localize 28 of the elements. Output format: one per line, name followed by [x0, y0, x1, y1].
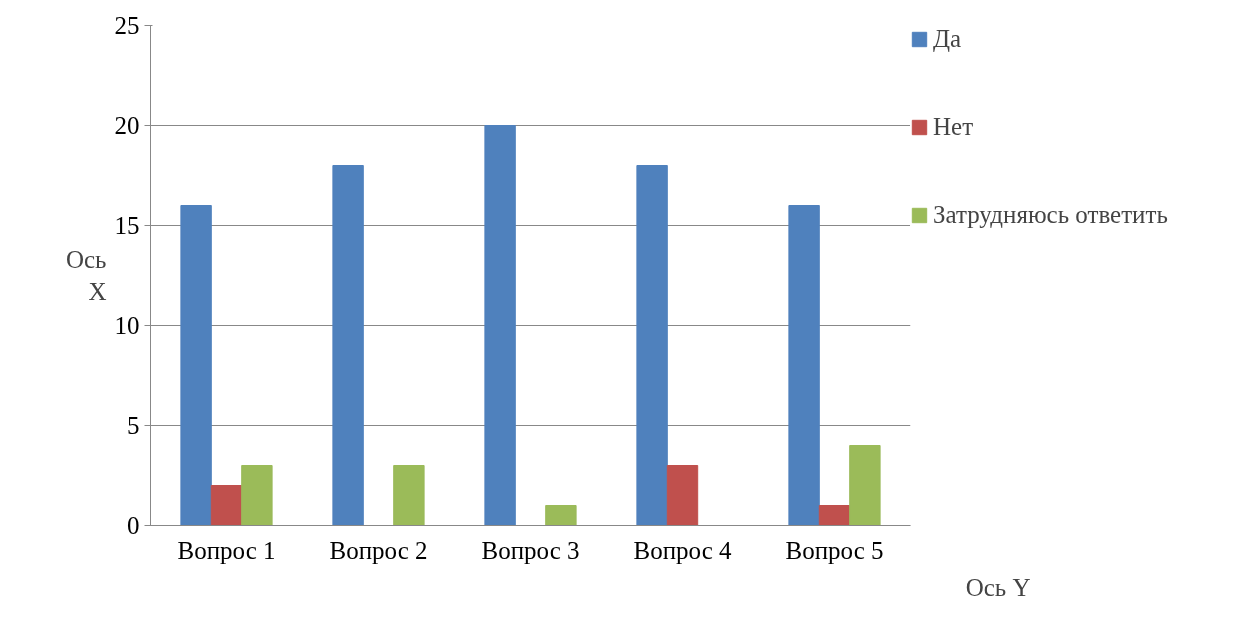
bar [788, 205, 820, 526]
x-tick-label: Вопрос 1 [177, 536, 276, 564]
x-tick-label: Вопрос 2 [329, 536, 428, 564]
legend-label: Да [933, 25, 962, 53]
bar [484, 125, 516, 526]
bar [818, 505, 851, 526]
bar [393, 465, 425, 526]
y-tick-label: 5 [127, 412, 140, 439]
y-tick-label: 15 [114, 212, 140, 239]
bar [666, 465, 699, 526]
x-tick-label: Вопрос 4 [633, 536, 733, 564]
bar [180, 205, 212, 526]
y-tick-label: 10 [114, 312, 140, 339]
y-tick-label: 20 [114, 112, 140, 139]
legend-label: Затрудняюсь ответить [933, 201, 1168, 229]
x-tick-label: Вопрос 3 [481, 536, 580, 564]
bar [332, 165, 364, 526]
bar [210, 485, 243, 526]
bar [849, 445, 881, 526]
bar [545, 505, 577, 526]
y-tick-label: 25 [114, 12, 140, 39]
bar [241, 465, 273, 526]
y-tick-label: 0 [127, 512, 140, 539]
x-tick-label: Вопрос 5 [785, 536, 884, 564]
x-axis-title: Ось Y [965, 573, 1031, 601]
bar [636, 165, 668, 526]
y-axis-title: Ось X [65, 245, 107, 306]
legend-label: Нет [933, 113, 974, 141]
